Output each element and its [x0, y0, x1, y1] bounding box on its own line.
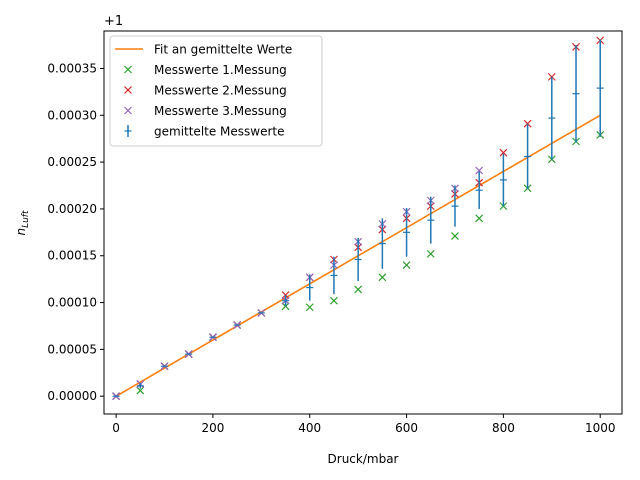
x-tick-label: 1000: [585, 421, 616, 435]
data-point: [136, 386, 145, 395]
data-point: [305, 303, 314, 312]
legend-label: Messwerte 3.Messung: [154, 104, 287, 118]
x-axis-label: Druck/mbar: [328, 452, 399, 466]
errorbar-point: [354, 237, 362, 282]
legend-entry: Fit an gemittelte Werte: [115, 43, 292, 57]
errorbar-point: [427, 196, 435, 244]
data-point: [378, 273, 387, 282]
legend-label: Fit an gemittelte Werte: [154, 43, 292, 57]
x-tick-label: 200: [201, 421, 224, 435]
x-tick-label: 600: [395, 421, 418, 435]
x-tick-label: 800: [492, 421, 515, 435]
plot-area: [112, 36, 605, 401]
data-point: [499, 148, 508, 157]
data-point: [330, 296, 338, 305]
axes-frame: [103, 30, 623, 415]
x-axis: 0 200 400 600 800 1000: [112, 414, 615, 435]
errorbar-point: [403, 207, 411, 257]
legend-label: Messwerte 1.Messung: [154, 63, 287, 77]
y-offset-label: +1: [104, 14, 123, 29]
y-tick-label: 0.00010: [47, 296, 97, 310]
legend-entry: Messwerte 1.Messung: [124, 63, 287, 77]
errorbar-point: [451, 185, 459, 227]
legend-marker-swatch: [124, 86, 132, 94]
series-3: [112, 166, 484, 401]
legend-entry: gemittelte Messwerte: [124, 125, 285, 139]
legend-entry: Messwerte 3.Messung: [124, 104, 287, 118]
legend-marker-swatch: [124, 65, 132, 74]
x-tick-label: 0: [112, 421, 120, 435]
errorbar-point: [282, 295, 290, 307]
legend-label: gemittelte Messwerte: [154, 125, 285, 139]
series-4: [112, 39, 604, 397]
errorbar-point: [330, 256, 338, 295]
errorbar-point: [572, 45, 580, 143]
errorbar-point: [475, 171, 483, 209]
y-axis-label-base: n: [14, 228, 28, 236]
errorbar-point: [596, 39, 604, 137]
errorbar-point: [499, 153, 507, 207]
legend: Fit an gemittelte Werte Messwerte 1.Messu…: [109, 35, 323, 147]
y-tick-label: 0.00005: [47, 342, 97, 356]
y-tick-label: 0.00020: [47, 202, 97, 216]
y-axis-label: nLuft: [14, 210, 31, 235]
y-axis-label-sub: Luft: [21, 210, 31, 228]
legend-label: Messwerte 2.Messung: [154, 84, 287, 98]
errorbar-point: [378, 218, 386, 269]
legend-box: [109, 35, 323, 147]
y-tick-label: 0.00000: [47, 389, 97, 403]
errorbar-point: [524, 123, 532, 190]
y-tick-label: 0.00035: [47, 61, 97, 75]
legend-marker-swatch: [124, 106, 132, 115]
y-tick-label: 0.00030: [47, 108, 97, 122]
data-point: [475, 166, 484, 175]
data-point: [402, 261, 411, 270]
x-tick-label: 400: [298, 421, 321, 435]
data-point: [426, 249, 435, 258]
y-axis: 0.00000 0.00005 0.00010 0.00015 0.00020 0.000…: [47, 61, 104, 403]
data-point: [475, 214, 484, 223]
data-point: [354, 285, 363, 294]
errorbar-point: [306, 274, 314, 301]
legend-entry: Messwerte 2.Messung: [124, 84, 287, 98]
y-tick-label: 0.00015: [47, 249, 97, 263]
errorbar-point: [136, 383, 144, 389]
data-point: [451, 232, 459, 241]
legend-errorbar-swatch: [124, 125, 132, 137]
y-tick-label: 0.00025: [47, 155, 97, 169]
errorbar-point: [548, 76, 556, 160]
